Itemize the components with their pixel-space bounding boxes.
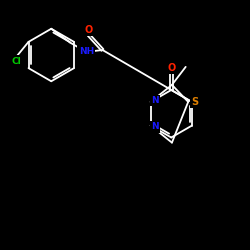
Text: N: N	[151, 122, 159, 132]
Text: O: O	[167, 63, 175, 73]
Text: O: O	[84, 25, 93, 35]
Text: N: N	[151, 96, 159, 105]
Text: NH: NH	[78, 47, 94, 56]
Text: S: S	[192, 97, 199, 107]
Text: Cl: Cl	[11, 57, 21, 66]
